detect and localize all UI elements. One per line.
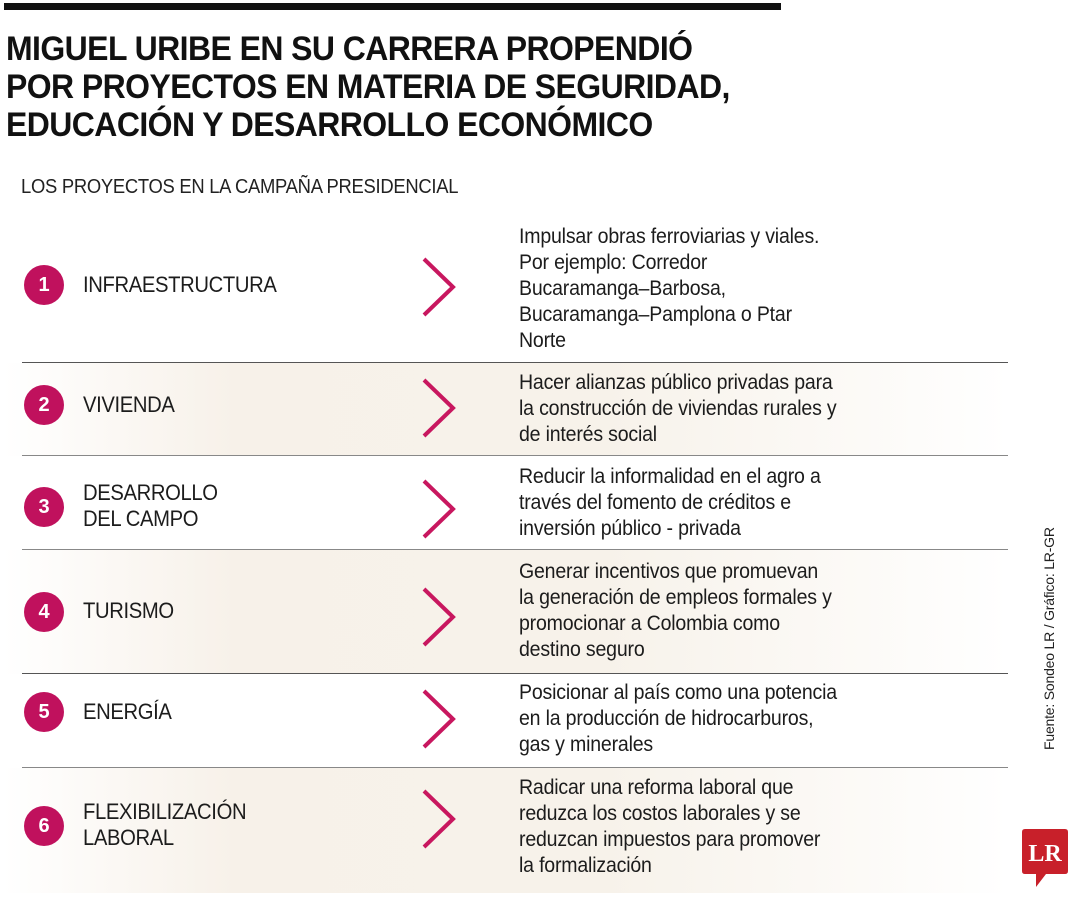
project-description: Reducir la informalidad en el agro a tra… <box>519 464 959 542</box>
label-line: TURISMO <box>83 598 174 623</box>
number-badge: 5 <box>24 692 64 732</box>
project-label: DESARROLLO DEL CAMPO <box>83 480 218 532</box>
title-line: EDUCACIÓN Y DESARROLLO ECONÓMICO <box>6 106 653 144</box>
desc-line: Hacer alianzas público privadas para <box>519 371 833 394</box>
project-description: Radicar una reforma laboral que reduzca … <box>519 775 959 879</box>
desc-line: gas y minerales <box>519 733 653 756</box>
top-rule <box>4 3 781 10</box>
source-credit: Fuente: Sondeo LR / Gráfico: LR-GR <box>1041 527 1057 750</box>
label-line: DEL CAMPO <box>83 506 199 531</box>
project-row-5: 5 ENERGÍA Posicionar al país como una po… <box>3 674 1008 768</box>
desc-line: reduzca los costos laborales y se <box>519 802 801 825</box>
row-divider <box>22 766 1008 768</box>
chevron-right-icon <box>422 479 456 539</box>
page-title: MIGUEL URIBE EN SU CARRERA PROPENDIÓ POR… <box>6 30 758 144</box>
desc-line: inversión público - privada <box>519 517 741 540</box>
desc-line: través del fomento de créditos e <box>519 491 791 514</box>
number-badge: 4 <box>24 592 64 632</box>
label-line: FLEXIBILIZACIÓN <box>83 799 247 824</box>
lr-logo: LR <box>1022 829 1068 887</box>
logo-text: LR <box>1028 841 1062 867</box>
desc-line: promocionar a Colombia como <box>519 612 780 635</box>
desc-line: Reducir la informalidad en el agro a <box>519 465 821 488</box>
desc-line: la formalización <box>519 854 652 877</box>
title-line: MIGUEL URIBE EN SU CARRERA PROPENDIÓ <box>6 30 693 68</box>
label-line: ENERGÍA <box>83 699 172 724</box>
row-divider <box>22 672 1008 674</box>
desc-line: la construcción de viviendas rurales y <box>519 397 837 420</box>
project-row-6: 6 FLEXIBILIZACIÓN LABORAL Radicar una re… <box>3 768 1008 893</box>
desc-line: Generar incentivos que promuevan <box>519 560 819 583</box>
chevron-right-icon <box>422 378 456 438</box>
project-label: INFRAESTRUCTURA <box>83 272 277 298</box>
number-badge: 6 <box>24 806 64 846</box>
label-line: LABORAL <box>83 825 174 850</box>
project-label: TURISMO <box>83 598 174 624</box>
project-description: Generar incentivos que promuevan la gene… <box>519 559 959 663</box>
label-line: VIVIENDA <box>83 392 175 417</box>
chevron-right-icon <box>422 587 456 647</box>
chevron-right-icon <box>422 257 456 317</box>
project-row-4: 4 TURISMO Generar incentivos que promuev… <box>3 550 1008 674</box>
number-badge: 2 <box>24 385 64 425</box>
desc-line: Norte <box>519 329 566 352</box>
project-description: Impulsar obras ferroviarias y viales. Po… <box>519 224 959 354</box>
title-line: POR PROYECTOS EN MATERIA DE SEGURIDAD, <box>6 68 730 106</box>
project-description: Posicionar al país como una potencia en … <box>519 680 959 758</box>
project-row-1: 1 INFRAESTRUCTURA Impulsar obras ferrovi… <box>3 218 1008 363</box>
desc-line: destino seguro <box>519 638 645 661</box>
desc-line: en la producción de hidrocarburos, <box>519 707 814 730</box>
desc-line: Bucaramanga–Barbosa, <box>519 277 726 300</box>
project-description: Hacer alianzas público privadas para la … <box>519 370 959 448</box>
row-divider <box>22 548 1008 550</box>
label-line: DESARROLLO <box>83 480 218 505</box>
desc-line: Radicar una reforma laboral que <box>519 776 794 799</box>
number-badge: 1 <box>24 265 64 305</box>
desc-line: reduzcan impuestos para promover <box>519 828 821 851</box>
project-label: FLEXIBILIZACIÓN LABORAL <box>83 799 247 851</box>
desc-line: Posicionar al país como una potencia <box>519 681 837 704</box>
project-row-3: 3 DESARROLLO DEL CAMPO Reducir la inform… <box>3 456 1008 550</box>
desc-line: Por ejemplo: Corredor <box>519 251 708 274</box>
chevron-right-icon <box>422 689 456 749</box>
desc-line: Bucaramanga–Pamplona o Ptar <box>519 303 792 326</box>
desc-line: de interés social <box>519 423 657 446</box>
project-label: VIVIENDA <box>83 392 175 418</box>
row-divider <box>22 361 1008 363</box>
row-divider <box>22 454 1008 456</box>
subtitle: LOS PROYECTOS EN LA CAMPAÑA PRESIDENCIAL <box>21 176 459 198</box>
label-line: INFRAESTRUCTURA <box>83 272 277 297</box>
desc-line: Impulsar obras ferroviarias y viales. <box>519 225 820 248</box>
project-label: ENERGÍA <box>83 699 172 725</box>
number-badge: 3 <box>24 487 64 527</box>
chevron-right-icon <box>422 789 456 849</box>
project-row-2: 2 VIVIENDA Hacer alianzas público privad… <box>3 363 1008 456</box>
desc-line: la generación de empleos formales y <box>519 586 832 609</box>
